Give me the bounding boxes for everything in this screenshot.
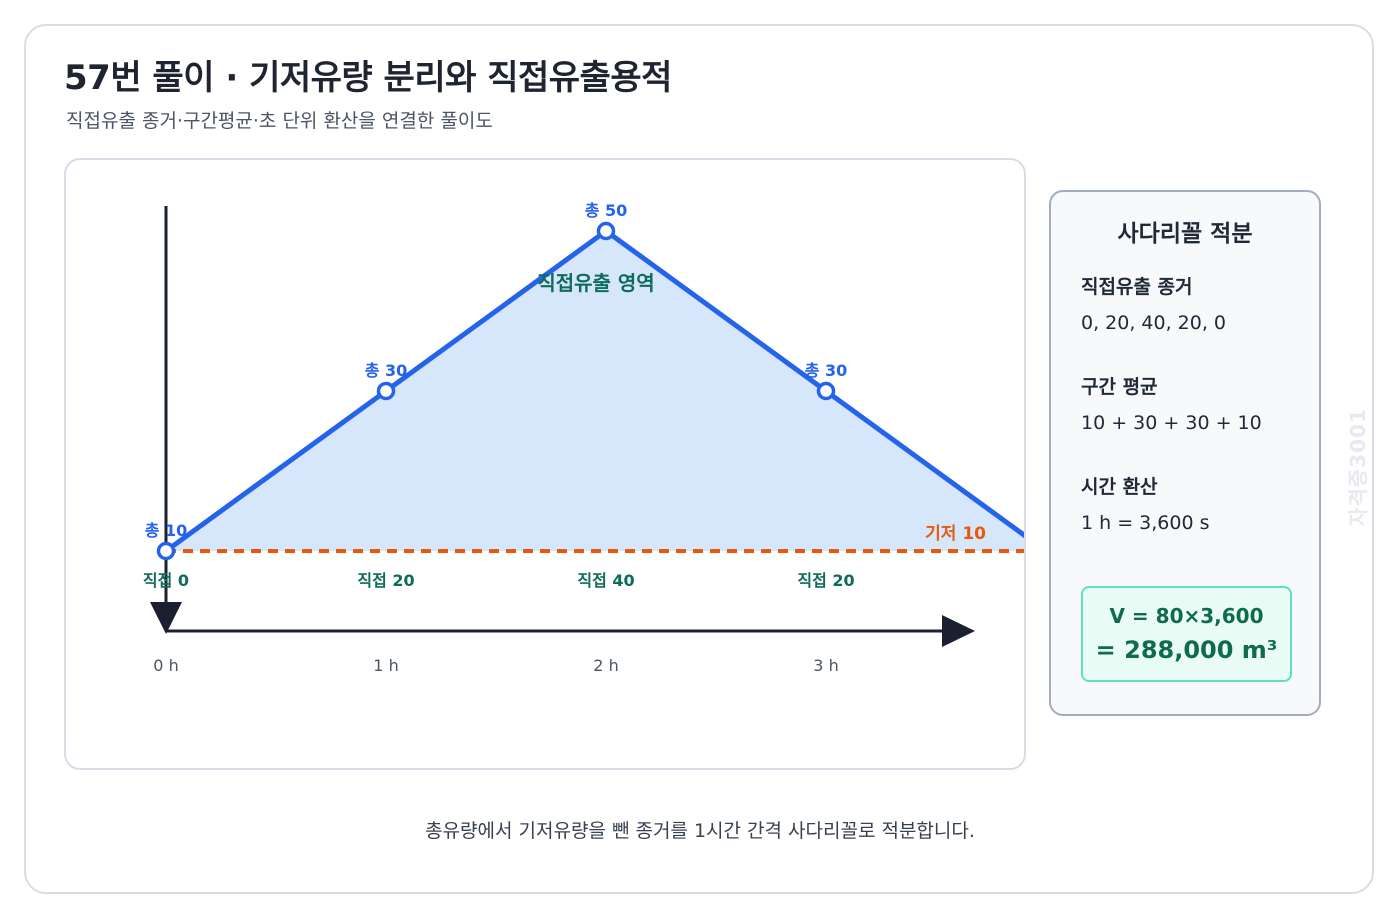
total-flow-label: 총 30: [805, 361, 848, 380]
caption: 총유량에서 기저유량을 뺀 종거를 1시간 간격 사다리꼴로 적분합니다.: [425, 820, 975, 842]
direct-runoff-area: [166, 231, 1024, 551]
direct-flow-label: 직접 40: [577, 571, 634, 590]
direct-flow-label: 직접 20: [357, 571, 414, 590]
total-flow-point: [596, 221, 616, 241]
direct-runoff-region-label: 직접유출 영역: [537, 271, 654, 295]
page-subtitle: 직접유출 종거·구간평균·초 단위 환산을 연결한 풀이도: [66, 110, 493, 132]
baseflow-label: 기저 10: [925, 524, 986, 544]
x-tick-label: 3 h: [813, 656, 838, 675]
watermark: 자격증3001: [1338, 396, 1370, 526]
hydrograph-chart: 직접유출 영역총 10 직접 0 0 h 총 30 직접 20 1 h 총 50 직접 40 2…: [143, 201, 1024, 675]
y-axis-arrow: [150, 602, 182, 634]
section-heading-ordinates: 직접유출 종거: [1081, 276, 1193, 298]
result-line-1: V = 80×3,600: [1109, 604, 1264, 628]
direct-flow-label: 직접 20: [797, 571, 854, 590]
total-flow-label: 총 30: [365, 361, 408, 380]
x-tick-label: 2 h: [593, 656, 618, 675]
integration-sidebox: 사다리꼴 적분 직접유출 종거 0, 20, 40, 20, 0 구간 평균 1…: [1049, 190, 1321, 716]
section-value-time: 1 h = 3,600 s: [1081, 512, 1210, 534]
total-flow-label: 총 50: [585, 201, 628, 220]
total-flow-point: [816, 381, 836, 401]
section-heading-time: 시간 환산: [1081, 476, 1158, 498]
watermark-text: 자격증3001: [1346, 408, 1370, 526]
section-heading-average: 구간 평균: [1081, 376, 1158, 398]
sidebox-title: 사다리꼴 적분: [1117, 221, 1253, 247]
direct-flow-label: 직접 0: [143, 571, 189, 590]
section-value-ordinates: 0, 20, 40, 20, 0: [1081, 312, 1227, 334]
result-line-2: = 288,000 m³: [1095, 636, 1278, 664]
total-flow-label: 총 10: [145, 521, 188, 540]
page-title: 57번 풀이 · 기저유량 분리와 직접유출용적: [64, 58, 672, 98]
total-flow-point: [376, 381, 396, 401]
x-axis-arrow: [942, 615, 975, 647]
total-flow-point: [156, 541, 176, 561]
section-value-average: 10 + 30 + 30 + 10: [1081, 412, 1262, 434]
x-tick-label: 0 h: [153, 656, 178, 675]
x-tick-label: 1 h: [373, 656, 398, 675]
result-box: V = 80×3,600 = 288,000 m³: [1081, 586, 1292, 682]
